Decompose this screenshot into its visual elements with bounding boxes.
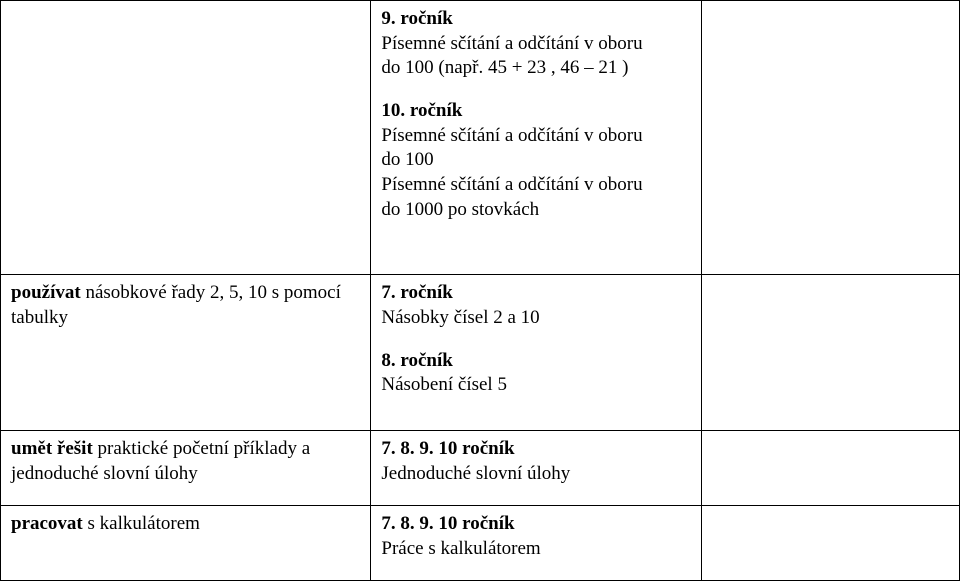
competency-bold: používat	[11, 282, 81, 303]
cell-c	[701, 506, 959, 581]
content-line: Písemné sčítání a odčítání v oboru	[381, 174, 642, 195]
competency-bold: pracovat	[11, 513, 83, 534]
content-line: Násobky čísel 2 a 10	[381, 307, 539, 328]
cell-b: 9. ročník Písemné sčítání a odčítání v o…	[371, 1, 701, 275]
content-line: do 100	[381, 149, 433, 170]
grade-heading: 7. 8. 9. 10 ročník	[381, 513, 514, 534]
cell-b: 7. ročník Násobky čísel 2 a 10 8. ročník…	[371, 275, 701, 431]
cell-b: 7. 8. 9. 10 ročník Jednoduché slovní úlo…	[371, 431, 701, 506]
grade-heading: 9. ročník	[381, 8, 452, 29]
cell-a: umět řešit praktické početní příklady a …	[1, 431, 371, 506]
grade-heading: 7. 8. 9. 10 ročník	[381, 438, 514, 459]
content-line: Jednoduché slovní úlohy	[381, 463, 570, 484]
content-line: Násobení čísel 5	[381, 374, 507, 395]
grade-heading: 7. ročník	[381, 282, 452, 303]
content-line: Práce s kalkulátorem	[381, 538, 540, 559]
content-line: do 100 (např. 45 + 23 , 46 – 21 )	[381, 57, 628, 78]
cell-b: 7. 8. 9. 10 ročník Práce s kalkulátorem	[371, 506, 701, 581]
table-row: umět řešit praktické početní příklady a …	[1, 431, 960, 506]
content-block: 7. ročník Násobky čísel 2 a 10	[381, 281, 690, 330]
grade-heading: 10. ročník	[381, 100, 462, 121]
content-block: 8. ročník Násobení čísel 5	[381, 349, 690, 398]
content-block: 7. 8. 9. 10 ročník Práce s kalkulátorem	[381, 512, 690, 561]
content-line: Písemné sčítání a odčítání v oboru	[381, 33, 642, 54]
cell-a: pracovat s kalkulátorem	[1, 506, 371, 581]
content-block: 7. 8. 9. 10 ročník Jednoduché slovní úlo…	[381, 437, 690, 486]
cell-a	[1, 1, 371, 275]
content-block: 9. ročník Písemné sčítání a odčítání v o…	[381, 7, 690, 81]
competency-rest: s kalkulátorem	[83, 513, 200, 534]
content-block: 10. ročník Písemné sčítání a odčítání v …	[381, 99, 690, 222]
competency-bold: umět řešit	[11, 438, 93, 459]
cell-c	[701, 275, 959, 431]
table-row: 9. ročník Písemné sčítání a odčítání v o…	[1, 1, 960, 275]
curriculum-table: 9. ročník Písemné sčítání a odčítání v o…	[0, 0, 960, 581]
cell-a: používat násobkové řady 2, 5, 10 s pomoc…	[1, 275, 371, 431]
cell-c	[701, 1, 959, 275]
cell-c	[701, 431, 959, 506]
content-line: do 1000 po stovkách	[381, 199, 539, 220]
content-line: Písemné sčítání a odčítání v oboru	[381, 125, 642, 146]
table-row: pracovat s kalkulátorem 7. 8. 9. 10 ročn…	[1, 506, 960, 581]
grade-heading: 8. ročník	[381, 350, 452, 371]
table-row: používat násobkové řady 2, 5, 10 s pomoc…	[1, 275, 960, 431]
